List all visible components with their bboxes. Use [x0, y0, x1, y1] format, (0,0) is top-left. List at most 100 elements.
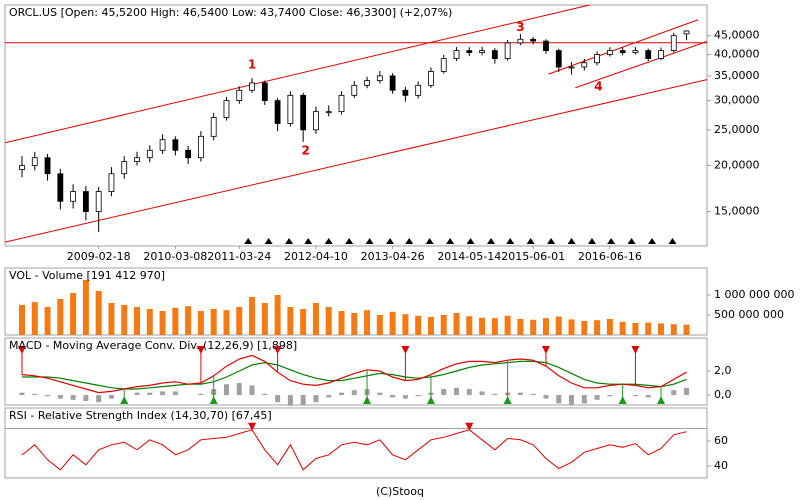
- event-marker: [487, 238, 496, 244]
- volume-bar: [402, 314, 409, 335]
- footer: (C)Stooq: [376, 485, 424, 498]
- buy-signal: [656, 396, 665, 404]
- histogram-bar: [172, 391, 178, 396]
- candle-body: [57, 173, 64, 202]
- volume-bar: [683, 324, 690, 335]
- panel-title: MACD - Moving Average Conv. Div. (12,26,…: [9, 339, 297, 352]
- histogram-bar: [569, 395, 575, 405]
- candle-body: [594, 54, 600, 64]
- volume-bar: [632, 323, 639, 335]
- histogram-bar: [70, 395, 76, 400]
- volume-bar: [440, 315, 447, 335]
- histogram-bar: [607, 395, 613, 397]
- volume-bar: [415, 315, 422, 335]
- event-marker: [264, 238, 273, 244]
- histogram-bar: [492, 393, 498, 396]
- histogram-bar: [313, 395, 319, 403]
- histogram-bar: [402, 395, 408, 399]
- candle-body: [619, 50, 626, 53]
- candle-body: [479, 50, 485, 53]
- signal-line: [22, 360, 687, 390]
- histogram-bar: [326, 395, 332, 398]
- y-tick-label: 35,0000: [714, 69, 760, 82]
- volume-bar: [325, 307, 332, 335]
- candle-body: [121, 161, 128, 175]
- x-tick-label: 2013-04-26: [361, 250, 425, 263]
- y-tick-label: 20,0000: [714, 159, 760, 172]
- histogram-bar: [581, 395, 587, 404]
- y-tick-label: 40: [714, 459, 728, 472]
- candle-body: [504, 42, 511, 59]
- candle-body: [210, 117, 217, 137]
- candle-body: [300, 94, 307, 131]
- volume-bar: [121, 305, 128, 335]
- volume-bar: [223, 310, 230, 335]
- histogram-bar: [275, 395, 281, 403]
- candle-body: [402, 89, 409, 96]
- volume-bar: [376, 315, 383, 335]
- sell-signal: [401, 346, 410, 354]
- candle-body: [517, 38, 524, 44]
- volume-bar: [146, 309, 153, 335]
- histogram-bar: [96, 395, 102, 403]
- event-marker: [446, 238, 455, 244]
- sell-signal: [631, 346, 640, 354]
- volume-bar: [542, 318, 549, 335]
- volume-bar: [364, 310, 371, 335]
- volume-bar: [530, 319, 537, 335]
- candle-body: [466, 50, 473, 53]
- x-tick-label: 2016-06-16: [578, 250, 642, 263]
- histogram-bar: [147, 392, 153, 396]
- candle-body: [376, 75, 383, 81]
- y-tick-label: 500 000 000: [714, 308, 784, 321]
- event-marker: [324, 238, 333, 244]
- volume-bar: [82, 280, 89, 335]
- volume-bar: [172, 307, 179, 335]
- candle-body: [223, 100, 230, 118]
- histogram-bar: [198, 393, 204, 396]
- histogram-bar: [556, 395, 562, 404]
- event-marker: [405, 238, 414, 244]
- histogram-bar: [262, 393, 268, 396]
- y-tick-label: 45,0000: [714, 29, 760, 42]
- histogram-bar: [236, 383, 242, 396]
- candle-body: [683, 30, 690, 35]
- histogram-bar: [249, 385, 255, 396]
- event-marker: [365, 238, 374, 244]
- event-marker: [668, 238, 677, 244]
- histogram-bar: [134, 392, 140, 396]
- price-panel: [4, 4, 708, 247]
- candle-body: [159, 139, 166, 151]
- histogram-bar: [390, 395, 396, 398]
- y-tick-label: 40,0000: [714, 48, 760, 61]
- rsi-line: [21, 429, 687, 471]
- candle-body: [555, 50, 562, 68]
- event-marker: [285, 238, 294, 244]
- sell-signal: [273, 346, 282, 354]
- histogram-bar: [57, 395, 63, 399]
- event-marker: [567, 238, 576, 244]
- macd-line: [21, 354, 687, 394]
- y-tick-label: 2,0: [714, 364, 732, 377]
- candle-body: [606, 50, 613, 55]
- overbought-marker: [248, 422, 257, 431]
- volume-bar: [670, 324, 677, 335]
- histogram-bar: [632, 395, 638, 397]
- histogram-bar: [83, 395, 89, 402]
- volume-bar: [185, 306, 192, 335]
- buy-signal: [120, 396, 129, 404]
- histogram-bar: [338, 392, 344, 396]
- buy-signal: [503, 396, 512, 404]
- candle-body: [82, 191, 89, 212]
- event-marker: [466, 238, 475, 244]
- sell-signal: [541, 346, 550, 354]
- x-tick-label: 2012-04-10: [284, 250, 348, 263]
- volume-bar: [108, 303, 115, 335]
- candle-body: [351, 84, 358, 96]
- histogram-bar: [671, 390, 677, 396]
- candle-body: [19, 165, 25, 170]
- event-marker: [425, 238, 434, 244]
- volume-bar: [210, 309, 217, 335]
- candle-body: [389, 75, 396, 91]
- histogram-bar: [454, 387, 460, 396]
